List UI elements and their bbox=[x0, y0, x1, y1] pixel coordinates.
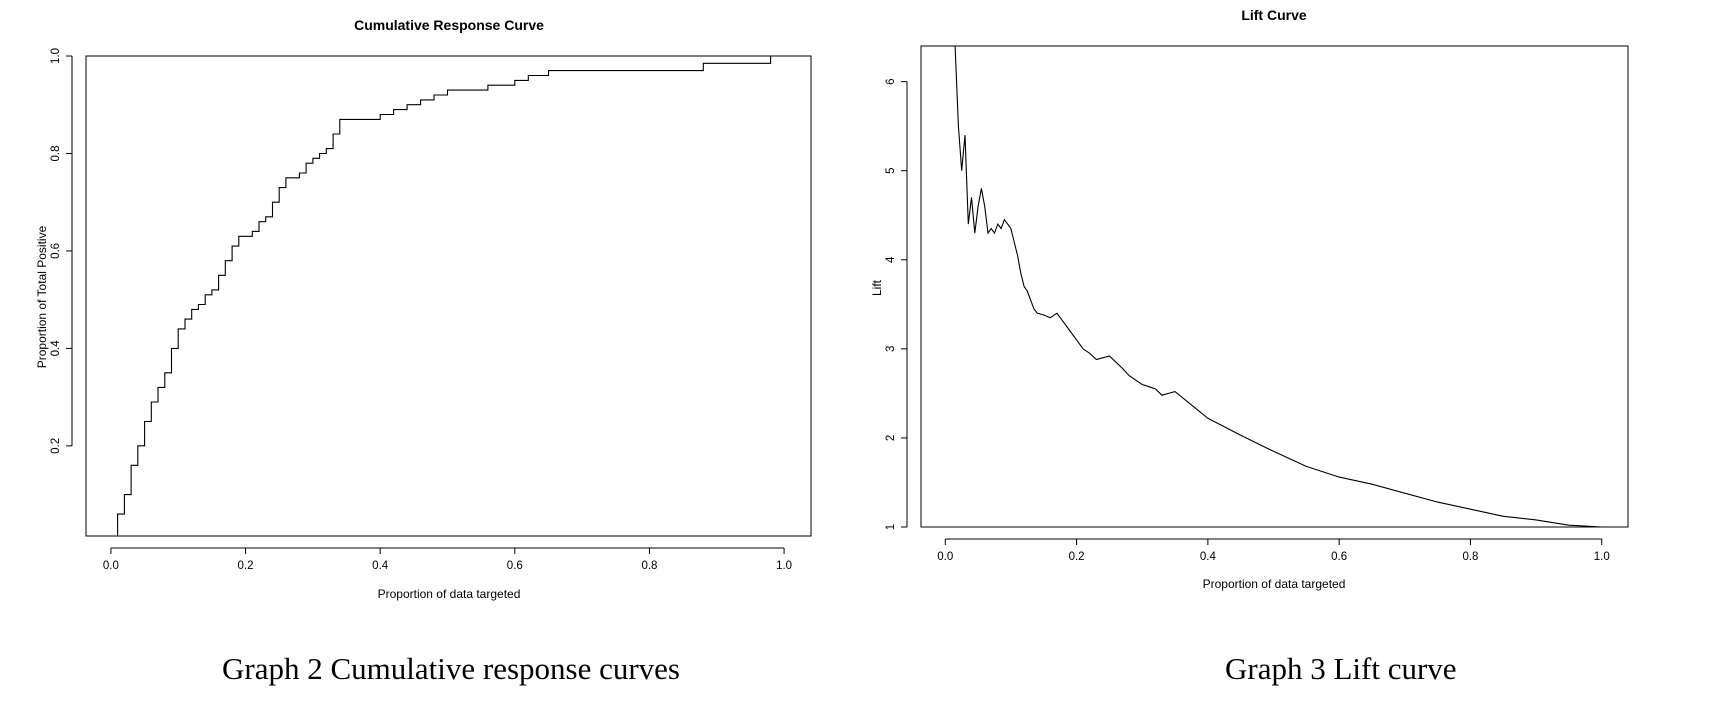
lift-y-tick-label: 6 bbox=[885, 78, 897, 84]
lift-x-axis-label: Proportion of data targeted bbox=[1203, 577, 1346, 591]
lift-y-axis-label: Lift bbox=[870, 279, 884, 296]
lift-x-tick-label: 1.0 bbox=[1594, 551, 1610, 563]
lift-series-line bbox=[954, 45, 1602, 528]
cumulative-x-tick-label: 0.6 bbox=[507, 560, 523, 572]
lift-figure-caption: Graph 3 Lift curve bbox=[1225, 651, 1457, 686]
lift-y-tick-label: 1 bbox=[885, 524, 897, 530]
cumulative-plot-frame bbox=[85, 55, 812, 537]
lift-y-tick-label: 2 bbox=[885, 435, 897, 441]
cumulative-y-axis-label: Proportion of Total Positive bbox=[35, 225, 49, 368]
lift-x-tick-label: 0.8 bbox=[1462, 551, 1478, 563]
lift-y-axis: 1 2 3 4 5 6 bbox=[885, 78, 908, 530]
cumulative-x-tick-label: 0.0 bbox=[103, 560, 119, 572]
lift-chart-title: Lift Curve bbox=[1241, 7, 1307, 23]
cumulative-response-series-line bbox=[110, 55, 785, 537]
cumulative-figure-caption: Graph 2 Cumulative response curves bbox=[222, 651, 680, 686]
cumulative-chart-title: Cumulative Response Curve bbox=[354, 17, 544, 33]
cumulative-x-axis: 0.0 0.2 0.4 0.6 0.8 1.0 bbox=[103, 547, 792, 572]
lift-x-tick-label: 0.4 bbox=[1200, 551, 1217, 563]
cumulative-y-tick-label: 0.4 bbox=[50, 340, 62, 357]
lift-x-tick-label: 0.2 bbox=[1069, 551, 1085, 563]
lift-y-tick-label: 5 bbox=[885, 168, 897, 174]
cumulative-x-tick-label: 1.0 bbox=[776, 560, 792, 572]
cumulative-y-tick-label: 0.2 bbox=[50, 438, 62, 454]
cumulative-y-tick-label: 1.0 bbox=[50, 48, 62, 64]
lift-chart: Lift Curve 0.0 0.2 0.4 0.6 0.8 1.0 1 2 3 4 5 6 Pro… bbox=[870, 7, 1629, 591]
cumulative-x-axis-label: Proportion of data targeted bbox=[378, 587, 521, 601]
cumulative-response-chart: Cumulative Response Curve 0.0 0.2 0.4 0.6 0.… bbox=[35, 17, 812, 601]
cumulative-x-tick-label: 0.2 bbox=[238, 560, 254, 572]
cumulative-y-axis: 0.2 0.4 0.6 0.8 1.0 bbox=[50, 48, 73, 454]
lift-y-tick-label: 4 bbox=[885, 256, 897, 263]
lift-x-axis: 0.0 0.2 0.4 0.6 0.8 1.0 bbox=[937, 538, 1610, 563]
lift-x-tick-label: 0.0 bbox=[937, 551, 953, 563]
cumulative-y-tick-label: 0.8 bbox=[50, 145, 62, 161]
lift-plot-frame bbox=[920, 45, 1629, 528]
lift-x-tick-label: 0.6 bbox=[1331, 551, 1347, 563]
cumulative-y-tick-label: 0.6 bbox=[50, 243, 62, 259]
cumulative-x-tick-label: 0.4 bbox=[372, 560, 389, 572]
lift-y-tick-label: 3 bbox=[885, 346, 897, 352]
cumulative-x-tick-label: 0.8 bbox=[641, 560, 657, 572]
